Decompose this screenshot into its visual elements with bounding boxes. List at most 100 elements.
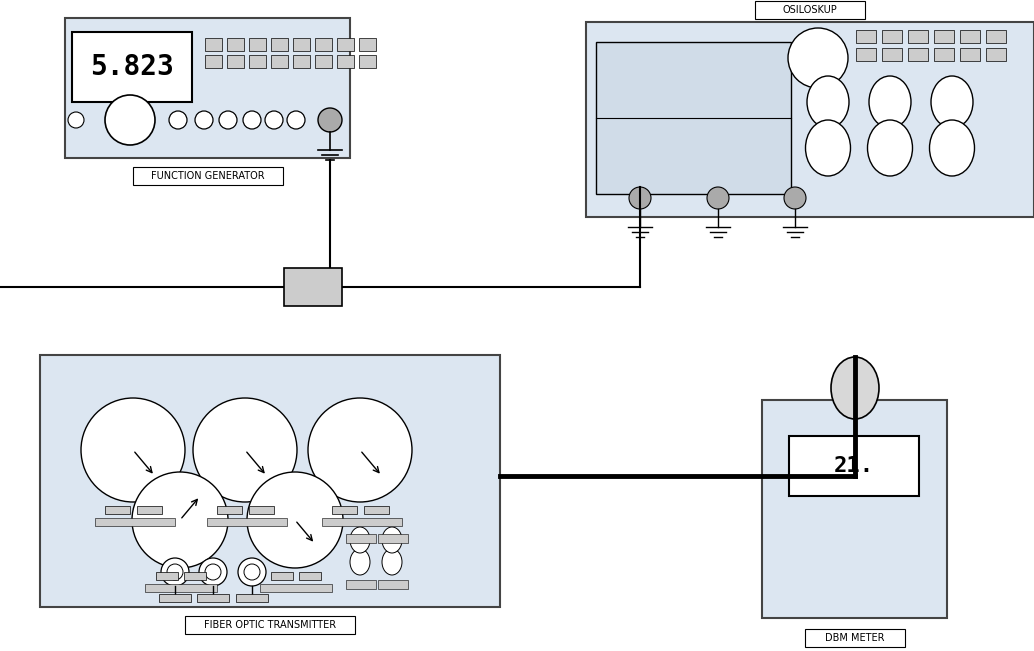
Circle shape	[318, 108, 342, 132]
Circle shape	[219, 111, 237, 129]
FancyBboxPatch shape	[986, 48, 1006, 61]
FancyBboxPatch shape	[346, 580, 376, 589]
FancyBboxPatch shape	[105, 506, 130, 514]
FancyBboxPatch shape	[249, 506, 274, 514]
FancyBboxPatch shape	[315, 38, 332, 51]
Circle shape	[205, 564, 221, 580]
FancyBboxPatch shape	[986, 30, 1006, 43]
FancyBboxPatch shape	[156, 572, 178, 580]
FancyBboxPatch shape	[271, 38, 288, 51]
FancyBboxPatch shape	[260, 584, 332, 592]
Ellipse shape	[349, 527, 370, 553]
FancyBboxPatch shape	[908, 48, 927, 61]
Ellipse shape	[807, 76, 849, 128]
Circle shape	[168, 564, 183, 580]
Text: 5.823: 5.823	[90, 53, 174, 81]
FancyBboxPatch shape	[586, 22, 1034, 217]
FancyBboxPatch shape	[72, 32, 192, 102]
FancyBboxPatch shape	[299, 572, 321, 580]
FancyBboxPatch shape	[346, 534, 376, 543]
Circle shape	[132, 472, 229, 568]
Ellipse shape	[805, 120, 851, 176]
FancyBboxPatch shape	[337, 55, 354, 68]
Circle shape	[244, 564, 260, 580]
FancyBboxPatch shape	[882, 30, 902, 43]
FancyBboxPatch shape	[197, 594, 229, 602]
FancyBboxPatch shape	[322, 518, 402, 526]
Ellipse shape	[382, 527, 402, 553]
Text: OSILOSKUP: OSILOSKUP	[783, 5, 838, 15]
FancyBboxPatch shape	[596, 42, 791, 194]
Circle shape	[287, 111, 305, 129]
FancyBboxPatch shape	[856, 48, 876, 61]
FancyBboxPatch shape	[789, 436, 919, 496]
FancyBboxPatch shape	[249, 38, 266, 51]
FancyBboxPatch shape	[184, 572, 206, 580]
FancyBboxPatch shape	[378, 580, 408, 589]
FancyBboxPatch shape	[856, 30, 876, 43]
FancyBboxPatch shape	[136, 506, 162, 514]
Circle shape	[247, 472, 343, 568]
FancyBboxPatch shape	[249, 55, 266, 68]
FancyBboxPatch shape	[205, 55, 222, 68]
FancyBboxPatch shape	[185, 616, 355, 634]
FancyBboxPatch shape	[293, 38, 310, 51]
Text: DBM METER: DBM METER	[825, 633, 884, 643]
Circle shape	[788, 28, 848, 88]
FancyBboxPatch shape	[960, 48, 980, 61]
Ellipse shape	[930, 120, 974, 176]
Circle shape	[68, 112, 84, 128]
Circle shape	[161, 558, 189, 586]
Circle shape	[193, 398, 297, 502]
Ellipse shape	[831, 357, 879, 419]
Circle shape	[784, 187, 805, 209]
FancyBboxPatch shape	[934, 30, 954, 43]
Text: 21.: 21.	[834, 456, 874, 476]
Circle shape	[308, 398, 412, 502]
Circle shape	[105, 95, 155, 145]
FancyBboxPatch shape	[65, 18, 349, 158]
Circle shape	[81, 398, 185, 502]
FancyBboxPatch shape	[217, 506, 242, 514]
FancyBboxPatch shape	[378, 534, 408, 543]
FancyBboxPatch shape	[882, 48, 902, 61]
FancyBboxPatch shape	[762, 400, 947, 618]
Circle shape	[169, 111, 187, 129]
FancyBboxPatch shape	[284, 268, 342, 306]
Circle shape	[199, 558, 227, 586]
Ellipse shape	[869, 76, 911, 128]
FancyBboxPatch shape	[40, 355, 500, 607]
FancyBboxPatch shape	[804, 629, 905, 647]
FancyBboxPatch shape	[332, 506, 357, 514]
FancyBboxPatch shape	[132, 167, 282, 185]
FancyBboxPatch shape	[271, 572, 293, 580]
Text: FUNCTION GENERATOR: FUNCTION GENERATOR	[151, 171, 265, 181]
Ellipse shape	[868, 120, 912, 176]
FancyBboxPatch shape	[227, 38, 244, 51]
Ellipse shape	[382, 549, 402, 575]
FancyBboxPatch shape	[359, 38, 376, 51]
Circle shape	[195, 111, 213, 129]
FancyBboxPatch shape	[934, 48, 954, 61]
FancyBboxPatch shape	[359, 55, 376, 68]
Circle shape	[238, 558, 266, 586]
FancyBboxPatch shape	[337, 38, 354, 51]
FancyBboxPatch shape	[236, 594, 268, 602]
Ellipse shape	[931, 76, 973, 128]
FancyBboxPatch shape	[145, 584, 217, 592]
Circle shape	[629, 187, 651, 209]
Ellipse shape	[349, 549, 370, 575]
Circle shape	[707, 187, 729, 209]
FancyBboxPatch shape	[159, 594, 191, 602]
FancyBboxPatch shape	[207, 518, 287, 526]
FancyBboxPatch shape	[315, 55, 332, 68]
FancyBboxPatch shape	[755, 1, 865, 19]
FancyBboxPatch shape	[364, 506, 389, 514]
FancyBboxPatch shape	[205, 38, 222, 51]
Text: FIBER OPTIC TRANSMITTER: FIBER OPTIC TRANSMITTER	[204, 620, 336, 630]
FancyBboxPatch shape	[293, 55, 310, 68]
FancyBboxPatch shape	[227, 55, 244, 68]
Circle shape	[243, 111, 261, 129]
FancyBboxPatch shape	[960, 30, 980, 43]
FancyBboxPatch shape	[271, 55, 288, 68]
